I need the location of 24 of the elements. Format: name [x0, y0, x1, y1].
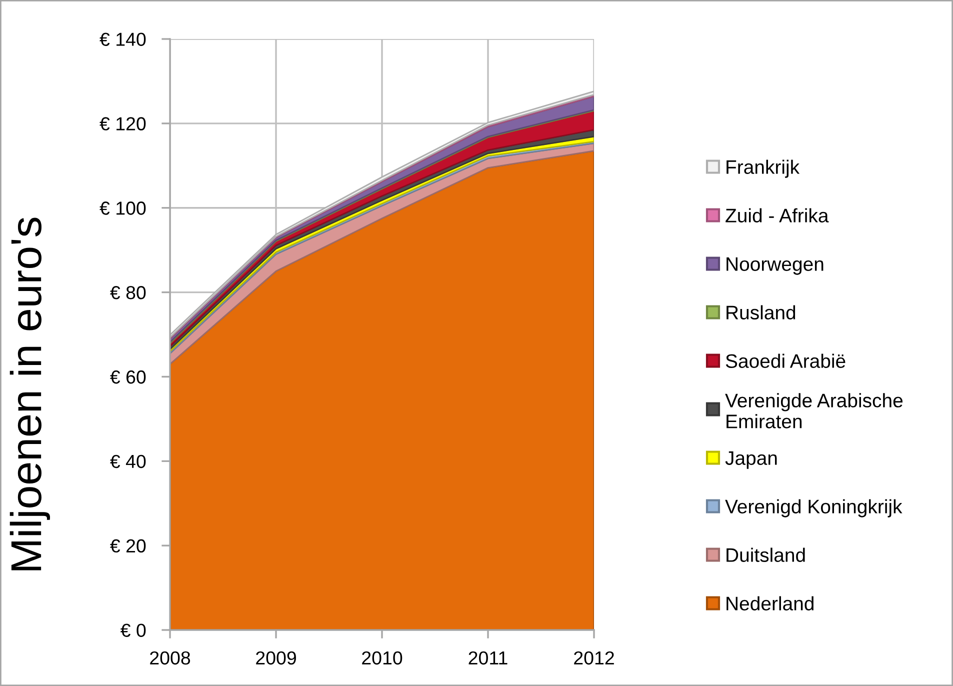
y-tick-label: € 80 — [110, 286, 146, 300]
legend-label: Frankrijk — [726, 160, 800, 178]
y-tick-label: € 40 — [110, 454, 146, 468]
x-tick-label: 2009 — [256, 651, 296, 665]
legend-label: Nederland — [726, 596, 814, 610]
x-tick-label: 2011 — [468, 651, 508, 665]
legend-label: Japan — [725, 451, 777, 469]
x-tick-label: 2008 — [150, 651, 190, 665]
y-tick-label: € 140 — [100, 32, 146, 46]
legend-label: Noorwegen — [726, 257, 824, 275]
legend-label: Verenigde Arabische Emiraten — [725, 393, 903, 428]
y-tick-label: € 60 — [110, 370, 146, 384]
legend-label: Rusland — [726, 305, 796, 320]
y-tick-label: € 0 — [120, 624, 146, 637]
y-tick-label: € 20 — [110, 539, 146, 553]
x-tick-label: 2010 — [362, 651, 402, 665]
legend-label: Duitsland — [726, 548, 805, 562]
y-tick-label: € 100 — [100, 202, 146, 215]
legend-label: Verenigd Koningkrijk — [725, 499, 902, 518]
x-tick-label: 2012 — [574, 651, 614, 665]
legend-label: Zuid - Afrika — [726, 208, 829, 222]
y-tick-label: € 120 — [100, 117, 146, 130]
legend-label: Saoedi Arabië — [726, 354, 846, 368]
y-axis-title: Miljoenen in euro's — [10, 218, 50, 570]
